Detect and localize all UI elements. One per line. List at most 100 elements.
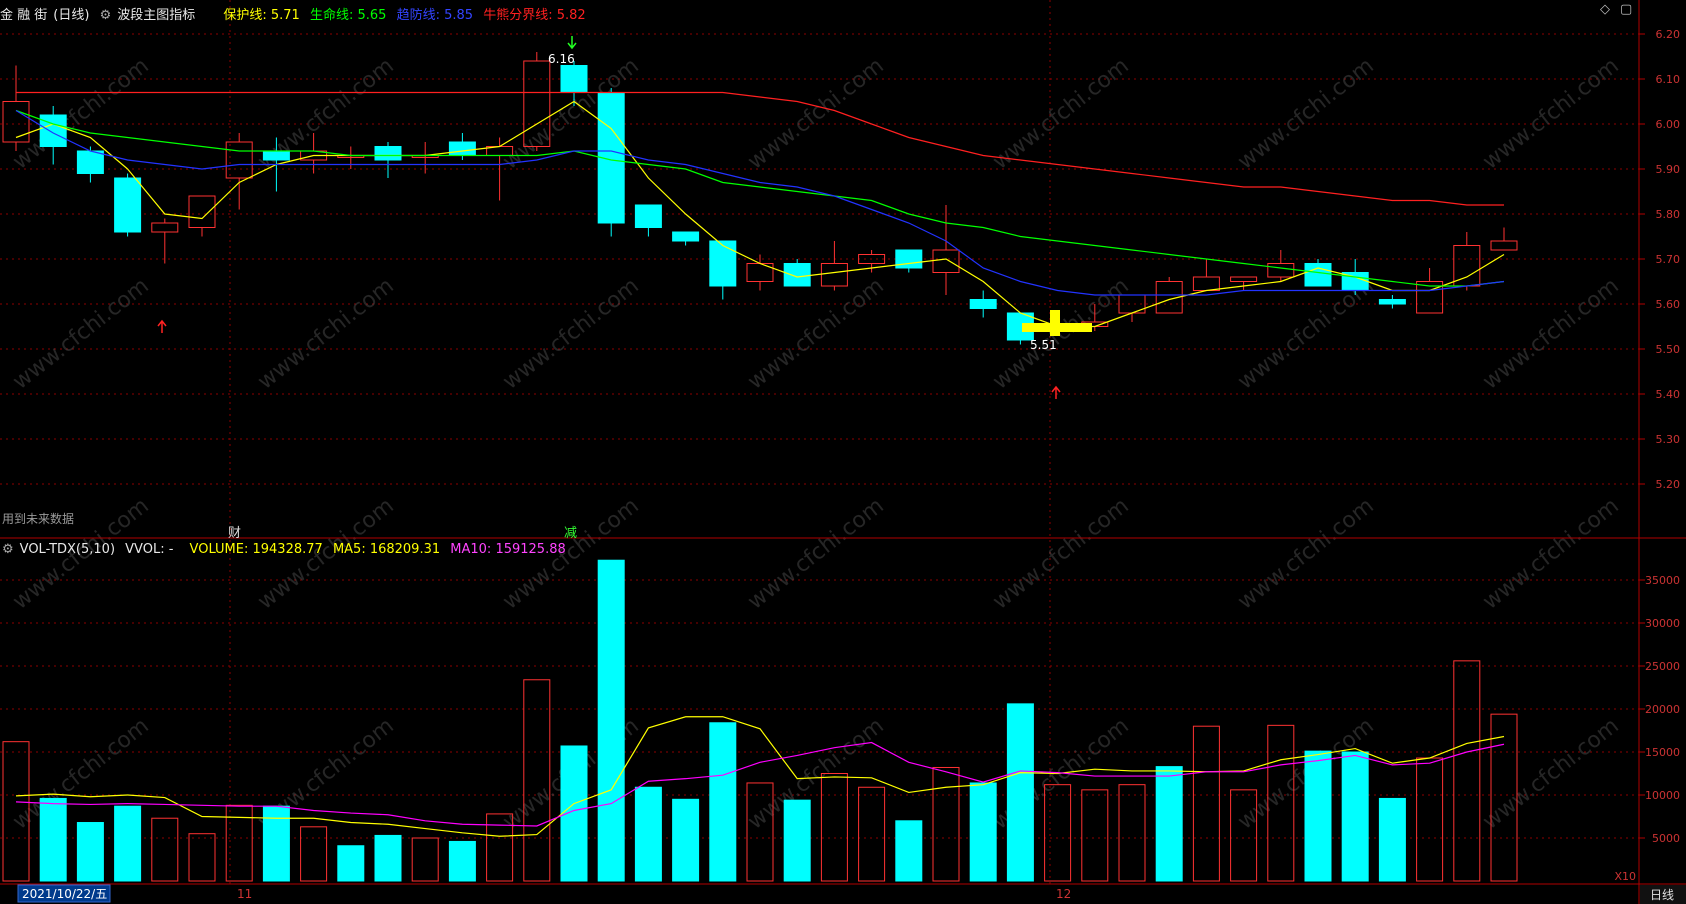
maximize-icon[interactable]: ▢ [1620,2,1633,17]
gear-icon[interactable]: ⚙ [2,542,14,557]
volume-bar-1 [39,797,67,882]
watermark-layer: www.cfchi.com www.cfchi.com www.cfchi.com w… [8,53,1623,834]
candle-body-14 [523,60,551,147]
candle-32 [1192,259,1220,291]
candle-body-2 [76,150,104,174]
volume-bar-3 [114,805,142,882]
watermark-text: www.cfchi.com [1478,713,1623,834]
candle-5 [188,195,216,237]
price-tick-label-1: 6.10 [1656,73,1681,86]
volume-bar-20 [746,782,774,882]
candle-body-31 [1155,281,1183,314]
candle-18 [672,231,700,246]
volume-bar-35 [1304,750,1332,882]
candle-body-25 [932,249,960,273]
candle-10 [374,142,402,178]
stock-name: 金 融 街 [0,8,48,23]
price-tick-label-2: 6.00 [1656,118,1681,131]
price-tick-label-10: 5.20 [1656,478,1681,491]
candle-body-22 [820,263,848,287]
candle-body-33 [1230,276,1258,282]
candle-26 [969,290,997,318]
candle-body-34 [1267,263,1295,278]
period-tab-text[interactable]: 日线 [1650,888,1674,902]
candle-body-0 [2,101,30,143]
indicator-name[interactable]: 波段主图指标 [117,8,196,23]
candle-16 [597,88,625,237]
volume-bar-26 [969,782,997,882]
candle-body-21 [783,263,811,287]
volume-bar-13 [486,813,514,882]
vol-tick-label-6: 5000 [1652,832,1680,845]
watermark-text: www.cfchi.com [1233,53,1378,174]
watermark-text: www.cfchi.com [253,273,398,394]
watermark-text: www.cfchi.com [1478,53,1623,174]
volume-bar-16 [597,559,625,882]
low-label: 5.51 [1030,338,1057,352]
watermark-text: www.cfchi.com [8,273,153,394]
volume-bar-5 [188,833,216,882]
price-tick-label-5: 5.70 [1656,253,1681,266]
vol-ma5-line [15,716,1505,837]
volume-bar-2 [76,822,104,882]
watermark-text: www.cfchi.com [988,493,1133,614]
volume-bar-32 [1192,725,1220,882]
candle-body-26 [969,299,997,309]
vol-tick-label-0: 35000 [1645,574,1680,587]
up-arrow-1 [157,319,167,333]
price-tick-label-8: 5.40 [1656,388,1681,401]
watermark-text: www.cfchi.com [498,273,643,394]
vol-tick-label-1: 30000 [1645,617,1680,630]
candle-3 [114,173,142,237]
up-arrow-2 [1051,385,1061,399]
price-panel [2,52,1518,345]
volume-bar-9 [337,845,365,882]
candle-body-24 [895,249,923,269]
volume-panel [2,559,1518,882]
month-11-label: 11 [237,887,252,901]
price-tick-label-6: 5.60 [1656,298,1681,311]
volume-bar-17 [634,786,662,882]
axis-layer: 6.20 6.10 6.00 5.90 5.80 5.70 5.60 5.50 5.40 5.30… [1639,28,1680,845]
volume-bar-15 [560,745,588,882]
volume-bar-18 [672,798,700,882]
defend-line [15,109,1505,296]
volume-bar-6 [225,804,253,882]
candle-0 [2,65,30,151]
candle-body-3 [114,177,142,233]
date-box-text: 2021/10/22/五 [22,887,107,901]
volume-bar-22 [820,773,848,882]
candle-body-19 [709,240,737,287]
candle-11 [411,142,439,174]
volume-bar-10 [374,834,402,882]
candle-body-7 [262,150,290,161]
diamond-icon[interactable]: ◇ [1600,2,1610,17]
volume-bar-23 [858,786,886,882]
candle-body-37 [1378,299,1406,305]
ma10-value: MA10: 159125.88 [450,542,566,557]
volume-bar-0 [2,741,30,882]
cai-marker[interactable]: 财 [228,526,241,541]
vol-tick-label-2: 25000 [1645,660,1680,673]
watermark-text: www.cfchi.com [1478,493,1623,614]
jian-marker[interactable]: 减 [564,526,577,541]
candle-37 [1378,295,1406,309]
candle-body-12 [448,141,476,156]
volume-bar-8 [300,826,328,882]
volume-bar-30 [1118,784,1146,882]
vol-unit-label: X10 [1614,870,1636,883]
candle-body-10 [374,146,402,161]
volume-bar-36 [1341,751,1369,882]
candle-19 [709,240,737,300]
future-data-note: 用到未来数据 [2,511,74,526]
candle-body-1 [39,114,67,147]
gear-icon[interactable]: ⚙ [99,8,112,23]
candle-body-35 [1304,263,1332,287]
candle-24 [895,249,923,273]
volume-bar-7 [262,805,290,882]
vol-indicator-name[interactable]: VOL-TDX(5,10) [19,542,116,557]
ma5-value: MA5: 168209.31 [332,542,441,557]
period-tab[interactable] [1640,885,1686,904]
vol-tick-label-3: 20000 [1645,703,1680,716]
